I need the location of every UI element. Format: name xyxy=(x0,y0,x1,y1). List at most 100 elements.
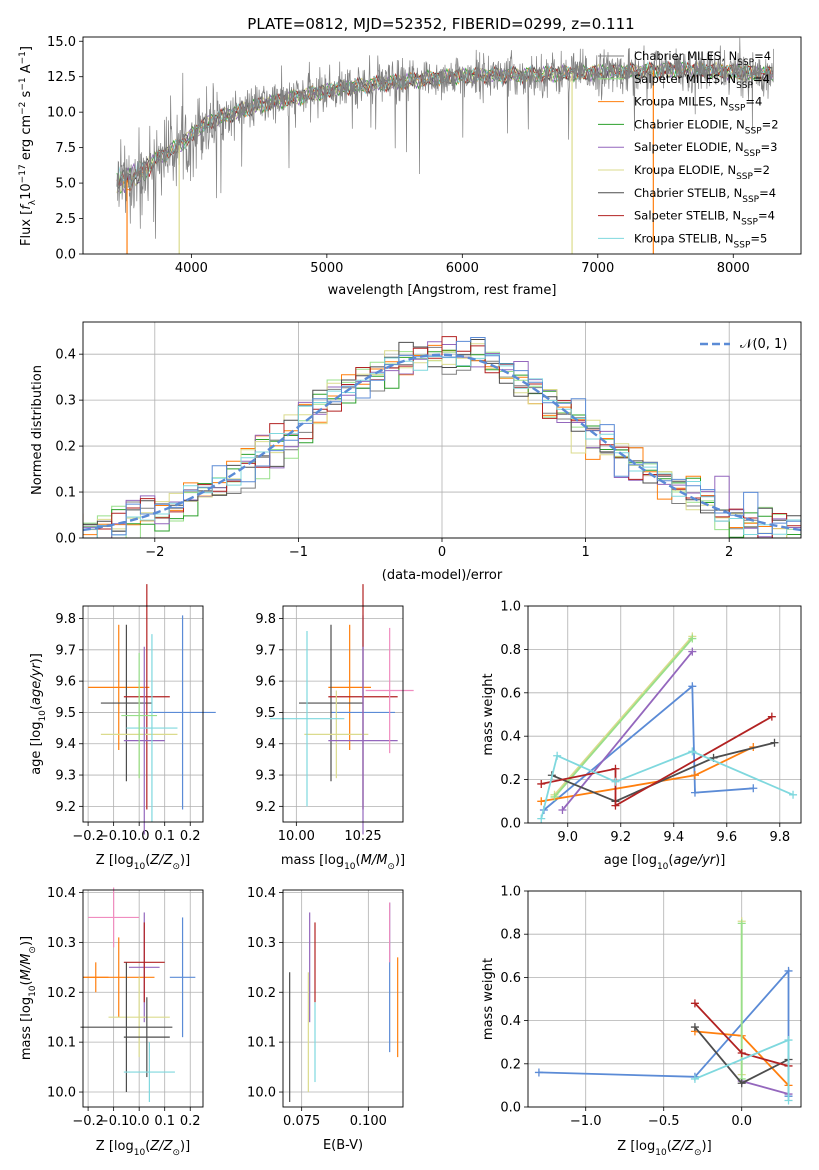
weightZ-xlabel: Z [log10(Z/Z⊙)] xyxy=(617,1139,711,1158)
mass_vs_ebv-ytick-label: 10.2 xyxy=(247,986,276,1001)
massZ-xlabel: Z [log10(Z/Z⊙)] xyxy=(96,1139,190,1158)
weight_vs_age-ytick-label: 0.4 xyxy=(500,730,521,745)
age_vs_Z-xtick-label: 0.2 xyxy=(180,829,201,844)
mass_vs_Z-ytick-label: 10.0 xyxy=(47,1086,76,1101)
spectrum-ytick-label: 15.0 xyxy=(47,35,76,50)
ageMass-xlabel: mass [log10(M/M⊙)] xyxy=(281,853,405,872)
legend-label: Salpeter ELODIE, NSSP=3 xyxy=(634,140,777,159)
weight-series-line xyxy=(543,684,754,811)
weight-point-marker xyxy=(688,682,697,691)
mass_vs_Z-ytick-label: 10.3 xyxy=(47,936,76,951)
mass_vs_Z-ytick-label: 10.2 xyxy=(47,986,76,1001)
weight-point-marker xyxy=(690,1074,699,1083)
mass_vs_ebv-ytick-label: 10.1 xyxy=(247,1036,276,1051)
spectrum-xtick-label: 6000 xyxy=(446,261,479,276)
mass_vs_ebv-ytick-label: 10.3 xyxy=(247,936,276,951)
residuals-xtick-label: 0 xyxy=(438,545,446,560)
weight-point-marker xyxy=(537,797,546,806)
legend-label: Salpeter MILES, NSSP=4 xyxy=(634,72,770,91)
weight_vs_Z-axes xyxy=(524,890,801,1111)
mass_vs_ebv-ytick-label: 10.0 xyxy=(247,1086,276,1101)
age_vs_mass-xtick-label: 10.25 xyxy=(344,829,381,844)
weight-point-marker xyxy=(784,1036,793,1045)
weight-point-marker xyxy=(611,764,620,773)
weight-point-marker xyxy=(737,1079,746,1088)
weight-point-marker xyxy=(784,966,793,975)
weight-point-marker xyxy=(690,771,699,780)
spectrum-xtick-label: 5000 xyxy=(310,261,343,276)
age_vs_Z-ytick-label: 9.8 xyxy=(55,612,76,627)
weight_vs_Z-ytick-label: 0.6 xyxy=(500,971,521,986)
age_vs_mass-ytick-label: 9.4 xyxy=(255,737,276,752)
weight_vs_age-ytick-label: 0.0 xyxy=(500,817,521,832)
spectrum-ytick-label: 12.5 xyxy=(47,70,76,85)
age_vs_Z-ytick-label: 9.3 xyxy=(55,769,76,784)
weight_vs_Z-ytick-label: 0.2 xyxy=(500,1057,521,1072)
age_vs_mass-ytick-label: 9.7 xyxy=(255,643,276,658)
weight-point-marker xyxy=(688,647,697,656)
weight_vs_age-lines xyxy=(537,632,798,823)
histogram-series xyxy=(83,346,801,538)
weight-series-line xyxy=(553,635,693,796)
weight-series-line xyxy=(541,715,773,808)
age_vs_mass-ytick-label: 9.3 xyxy=(255,769,276,784)
mass_vs_Z-xtick-label: −0.1 xyxy=(98,1114,130,1129)
age_vs_Z-ytick-label: 9.2 xyxy=(55,800,76,815)
legend-label: Chabrier ELODIE, NSSP=2 xyxy=(634,117,779,136)
age_vs_mass-ytick-label: 9.2 xyxy=(255,800,276,815)
residuals-xtick-label: −1 xyxy=(289,545,308,560)
ageZ-ylabel: age [log10(age/yr)] xyxy=(29,653,48,775)
spectrum-frame xyxy=(82,36,802,255)
weight_vs_age-xtick-label: 9.2 xyxy=(610,830,631,845)
legend-label: Kroupa MILES, NSSP=4 xyxy=(634,95,762,114)
weightAge-ylabel: mass weight xyxy=(481,673,496,755)
mass_vs_ebv-xtick-label: 0.100 xyxy=(350,1114,387,1129)
weight_vs_Z-frame xyxy=(527,890,802,1108)
age_vs_Z-xtick-label: −0.2 xyxy=(72,829,104,844)
weight-point-marker xyxy=(770,738,779,747)
spectrum-xtick-label: 7000 xyxy=(581,261,614,276)
weight_vs_age-xtick-label: 9.4 xyxy=(663,830,684,845)
spectrum-axes xyxy=(79,40,734,258)
age_vs_Z-frame xyxy=(82,605,204,823)
residuals-ytick-label: 0.4 xyxy=(55,348,76,363)
age_vs_mass-ytick-label: 9.8 xyxy=(255,612,276,627)
weight_vs_Z-ytick-label: 0.8 xyxy=(500,928,521,943)
residual-ylabel: Normed distribution xyxy=(30,365,45,495)
spectrum-ytick-label: 2.5 xyxy=(55,212,76,227)
age_vs_mass-errorbars xyxy=(269,584,414,835)
spectrum-xtick-label: 8000 xyxy=(717,261,750,276)
histogram-steps xyxy=(83,336,801,538)
spectrum-xtick-label: 4000 xyxy=(175,261,208,276)
age_vs_Z-errorbars xyxy=(88,584,216,835)
massZ-ylabel: mass [log10(M/M⊙)] xyxy=(19,936,38,1060)
weight-point-marker xyxy=(749,784,758,793)
weight-point-marker xyxy=(537,814,546,823)
weight-point-marker xyxy=(558,805,567,814)
weight-point-marker xyxy=(550,792,559,801)
weight-series-line xyxy=(551,741,775,803)
weight-point-marker xyxy=(767,712,776,721)
age_vs_Z-xtick-label: −0.1 xyxy=(98,829,130,844)
spectrum-lines xyxy=(116,37,774,254)
residuals-frame xyxy=(82,321,802,539)
spectrum-ytick-label: 0.0 xyxy=(55,248,76,263)
mass_vs_Z-axes xyxy=(79,890,203,1111)
observed-spectrum-line xyxy=(116,37,774,239)
mass_vs_ebv-errorbars xyxy=(289,902,399,1103)
spectrum-xlabel: wavelength [Angstrom, rest frame] xyxy=(328,283,557,298)
age_vs_mass-axes xyxy=(279,606,403,826)
mass_vs_Z-frame xyxy=(82,889,204,1108)
age_vs_Z-xtick-label: 0.0 xyxy=(129,829,150,844)
weight-point-marker xyxy=(688,634,697,643)
mass_vs_Z-errorbars xyxy=(80,887,196,1103)
weight_vs_age-frame xyxy=(527,605,802,824)
age_vs_mass-ytick-label: 9.5 xyxy=(255,706,276,721)
figure-title: PLATE=0812, MJD=52352, FIBERID=0299, z=0… xyxy=(247,15,634,33)
spectrum-ytick-label: 7.5 xyxy=(55,141,76,156)
weight-point-marker xyxy=(737,919,746,928)
weight-point-marker xyxy=(737,1049,746,1057)
residuals-xtick-label: 1 xyxy=(581,545,589,560)
residuals-ytick-label: 0.3 xyxy=(55,394,76,409)
